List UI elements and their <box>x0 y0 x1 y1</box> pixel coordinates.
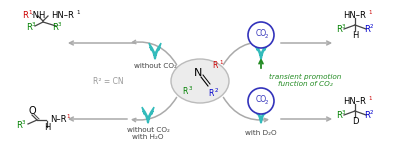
Text: 2: 2 <box>265 35 268 39</box>
Ellipse shape <box>171 59 229 103</box>
Text: R: R <box>212 60 217 69</box>
Circle shape <box>248 22 274 48</box>
Text: R: R <box>26 22 32 31</box>
Text: R: R <box>182 87 187 96</box>
Polygon shape <box>260 43 267 59</box>
Text: HN–R: HN–R <box>343 10 366 20</box>
Text: function of CO₂: function of CO₂ <box>278 81 332 87</box>
Text: CO: CO <box>256 96 266 104</box>
Text: N–R: N–R <box>50 116 66 125</box>
Text: R: R <box>22 10 28 20</box>
Text: 3: 3 <box>32 22 36 27</box>
Text: R: R <box>336 111 342 120</box>
Text: 3: 3 <box>189 86 192 90</box>
Polygon shape <box>142 107 148 123</box>
Text: H: H <box>44 124 50 133</box>
Polygon shape <box>148 107 154 123</box>
Text: R: R <box>208 89 213 97</box>
Text: R: R <box>364 25 370 35</box>
Polygon shape <box>255 107 262 123</box>
Text: 1: 1 <box>368 96 372 101</box>
Polygon shape <box>255 43 262 59</box>
Text: with H₂O: with H₂O <box>132 134 164 140</box>
Text: 3: 3 <box>58 22 62 27</box>
Text: 2: 2 <box>370 111 374 116</box>
Text: HN–R: HN–R <box>51 10 74 20</box>
Text: H: H <box>352 30 358 39</box>
Text: R² = CN: R² = CN <box>93 76 123 86</box>
Text: 3: 3 <box>342 111 346 116</box>
Circle shape <box>248 88 274 114</box>
Polygon shape <box>149 43 156 59</box>
Text: 2: 2 <box>265 101 268 105</box>
Text: without CO₂: without CO₂ <box>126 127 170 133</box>
Text: 3: 3 <box>342 24 346 30</box>
Text: HN–R: HN–R <box>343 96 366 105</box>
Text: R: R <box>364 111 370 120</box>
Text: ·NH: ·NH <box>30 10 45 20</box>
Text: R: R <box>16 120 22 129</box>
Text: 1: 1 <box>66 114 70 119</box>
Text: N: N <box>194 68 202 78</box>
Text: R: R <box>52 22 58 31</box>
Text: 1: 1 <box>219 59 222 65</box>
Text: R: R <box>336 25 342 35</box>
Text: 2: 2 <box>215 88 218 92</box>
Text: D: D <box>352 117 358 126</box>
Text: 3: 3 <box>22 119 26 125</box>
Polygon shape <box>260 107 267 123</box>
Text: O: O <box>28 106 36 116</box>
Text: 2: 2 <box>370 24 374 30</box>
Polygon shape <box>154 43 161 59</box>
Text: with D₂O: with D₂O <box>245 130 277 136</box>
Text: 1: 1 <box>28 9 32 15</box>
Text: 1: 1 <box>76 9 80 15</box>
Text: 1: 1 <box>368 9 372 15</box>
Text: CO: CO <box>256 30 266 38</box>
Text: transient promotion: transient promotion <box>269 74 341 80</box>
Text: without CO₂: without CO₂ <box>134 63 176 69</box>
